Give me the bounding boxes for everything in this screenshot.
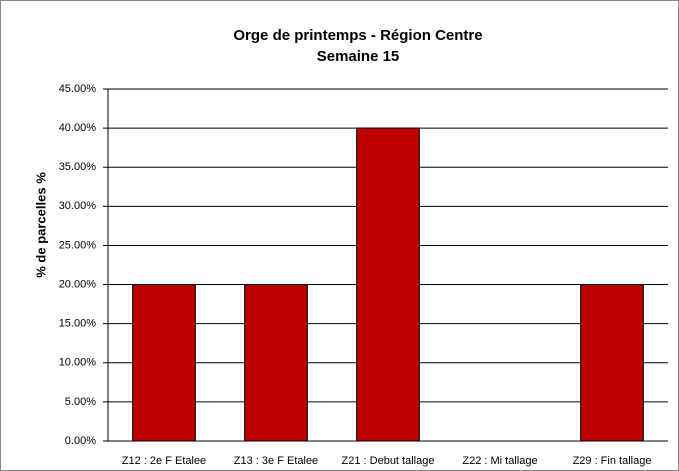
y-tick-label: 20.00%: [59, 278, 97, 290]
x-tick-label: Z13 : 3e F Etalee: [234, 455, 318, 467]
y-tick-label: 30.00%: [59, 200, 97, 212]
chart-title: Orge de printemps - Région Centre: [233, 27, 482, 44]
bar: [132, 284, 196, 442]
y-tick-label: 25.00%: [59, 239, 97, 251]
x-tick-label: Z22 : Mi tallage: [462, 455, 537, 467]
bar: [580, 284, 644, 442]
y-tick-label: 15.00%: [59, 318, 97, 330]
y-tick-label: 40.00%: [59, 122, 97, 134]
bar: [244, 284, 308, 442]
y-tick-label: 35.00%: [59, 161, 97, 173]
y-axis-label: % de parcelles %: [33, 172, 48, 278]
y-tick-label: 45.00%: [59, 83, 97, 95]
y-tick-label: 10.00%: [59, 357, 97, 369]
bar: [356, 127, 420, 442]
chart-subtitle: Semaine 15: [317, 48, 400, 65]
x-tick-label: Z29 : Fin tallage: [573, 455, 652, 467]
x-tick-label: Z21 : Debut tallage: [342, 455, 435, 467]
y-tick-label: 5.00%: [65, 396, 96, 408]
y-tick-label: 0.00%: [65, 435, 96, 447]
x-tick-label: Z12 : 2e F Etalee: [122, 455, 206, 467]
